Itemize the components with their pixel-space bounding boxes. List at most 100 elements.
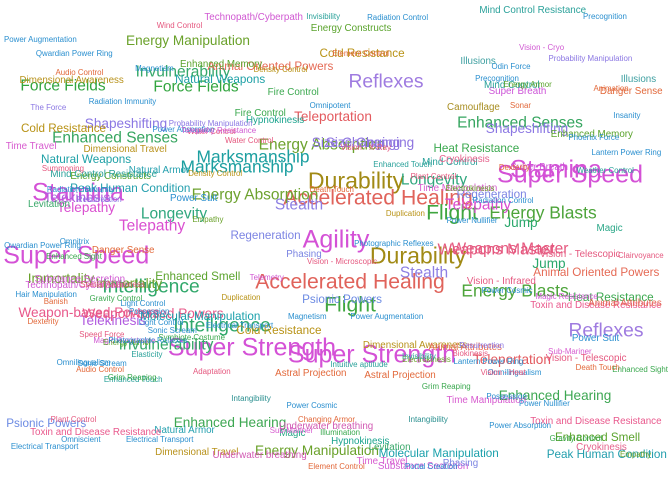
cloud-word: Animal Attributes xyxy=(428,341,502,353)
cloud-word: Phasing xyxy=(442,457,479,469)
cloud-word: Psionic Powers xyxy=(302,293,382,307)
cloud-word: Portal Creation xyxy=(404,461,458,471)
cloud-word: Regeneration xyxy=(230,229,301,243)
cloud-word: Wind Control xyxy=(156,20,203,30)
cloud-word: Cold Resistance xyxy=(236,323,322,337)
cloud-word: Precognition xyxy=(475,74,519,84)
cloud-word: Electrokinesis xyxy=(402,354,451,364)
cloud-word: Enhanced Touch xyxy=(103,374,163,384)
cloud-word: Toxin and Disease Resistance xyxy=(530,415,662,427)
cloud-word: Danger Sense xyxy=(91,245,155,257)
cloud-word: Size Changing xyxy=(311,135,401,151)
cloud-word: Stamina xyxy=(32,178,124,207)
cloud-word: Cryokinesis xyxy=(439,154,490,166)
cloud-word: Force Fields xyxy=(20,77,106,95)
cloud-word: Element Control xyxy=(332,48,389,58)
cloud-word: Banish xyxy=(43,297,68,307)
cloud-word: Density Control xyxy=(188,169,243,179)
cloud-word: Hypnokinesis xyxy=(245,114,305,126)
cloud-word: Odin Force xyxy=(491,62,531,72)
cloud-word: Technopath/Cyberpath xyxy=(25,279,125,291)
cloud-word: Shapeshifting xyxy=(84,116,168,132)
cloud-word: Invulnerability xyxy=(118,336,214,354)
cloud-word: Cold Resistance xyxy=(319,47,405,61)
cloud-word: Camouflage xyxy=(447,102,500,114)
cloud-word: Light Control xyxy=(138,318,184,328)
cloud-word: Reflexes xyxy=(348,71,424,93)
cloud-word: Jump xyxy=(532,256,566,272)
cloud-word: Reflexes xyxy=(568,320,644,342)
cloud-word: Power Cosmic xyxy=(481,285,533,295)
cloud-word: Weapon-based Powers xyxy=(82,306,224,322)
cloud-word: Heat Resistance xyxy=(433,142,520,156)
cloud-word: Elasticity xyxy=(131,349,163,359)
cloud-word: Energy Absorption xyxy=(258,136,386,154)
cloud-word: Magnetism xyxy=(135,64,174,74)
cloud-word: Power Nullifier xyxy=(518,398,570,408)
cloud-word: Enhanced Hearing xyxy=(498,388,612,404)
cloud-word: Sonic Scream xyxy=(147,325,197,335)
cloud-word: Enhanced Senses xyxy=(52,129,178,147)
cloud-word: Intuitive aptitude xyxy=(330,360,388,370)
cloud-word: Astral Projection xyxy=(364,370,436,382)
cloud-word: Durability xyxy=(369,242,467,269)
cloud-word: Vision - Telescopic xyxy=(539,249,621,261)
cloud-word: Mind Control Resistance xyxy=(479,5,587,17)
cloud-word: Intangibility xyxy=(408,415,448,425)
cloud-word: Super Breath xyxy=(510,161,568,173)
cloud-word: Biokinesis xyxy=(452,349,489,359)
cloud-word: Marksmanship xyxy=(180,156,294,177)
cloud-word: Qwardian Power Ring xyxy=(35,49,113,59)
cloud-word: Resurrection xyxy=(459,341,505,351)
cloud-word: Vision - X-Ray xyxy=(340,142,391,152)
cloud-word: Energy Absorption xyxy=(191,186,319,204)
cloud-word: Illusions xyxy=(460,56,496,68)
cloud-word: Density Control xyxy=(253,64,308,74)
cloud-word: Mind Control xyxy=(484,80,540,92)
cloud-word: Power Augmentation xyxy=(350,312,424,322)
cloud-word: Omniscient xyxy=(61,435,101,445)
cloud-word: Resurrection xyxy=(76,195,122,205)
cloud-word: Enhanced Touch xyxy=(373,160,432,170)
cloud-word: Vision - Heat xyxy=(480,367,526,377)
cloud-word: Intelligence xyxy=(102,276,200,298)
cloud-word: Omnitrix xyxy=(59,236,90,246)
cloud-word: Possession xyxy=(486,392,527,402)
cloud-word: Magic xyxy=(596,223,623,235)
cloud-word: Psionic Powers xyxy=(6,417,87,431)
cloud-word: Telekinesis xyxy=(43,190,111,206)
cloud-word: Duplication xyxy=(385,209,425,219)
cloud-word: Symbiote Costume xyxy=(158,333,225,343)
cloud-word: Energy Constructs xyxy=(70,170,151,182)
cloud-word: Substance Secretion xyxy=(34,273,126,285)
cloud-word: Gravity Control xyxy=(549,433,603,443)
cloud-word: Mind Control xyxy=(422,156,478,168)
cloud-word: Energy Blasts xyxy=(461,280,569,301)
cloud-word: Audio Control xyxy=(76,365,124,374)
cloud-word: Probability Manipulation xyxy=(548,53,633,63)
cloud-word: Stamina xyxy=(510,155,602,184)
cloud-word: Radiation Immunity xyxy=(88,96,157,106)
cloud-word: Danger Sense xyxy=(599,86,663,98)
cloud-word: Summoning xyxy=(41,163,84,173)
cloud-word: Levitation xyxy=(28,199,70,211)
cloud-word: Energy Blasts xyxy=(489,202,597,223)
cloud-word: Weather Control xyxy=(576,166,634,176)
cloud-word: Time Manipulation xyxy=(417,183,498,195)
cloud-word: Sub-Mariner xyxy=(548,347,592,357)
cloud-word: Enhanced Memory xyxy=(180,59,263,71)
cloud-word: Lantern Power Ring xyxy=(591,147,662,157)
cloud-word: Enhanced Sight xyxy=(612,364,668,374)
cloud-word: Time Travel xyxy=(5,141,57,153)
cloud-word: Phoenix Force xyxy=(568,132,620,142)
cloud-word: Grim Reaping xyxy=(107,373,157,383)
cloud-word: Force Fields xyxy=(153,78,239,96)
cloud-word: Energy Armor xyxy=(103,337,152,347)
cloud-word: Gravity Control xyxy=(89,294,143,304)
cloud-word: Power Absorption xyxy=(152,124,215,134)
cloud-word: Magic Resistance xyxy=(93,335,156,345)
cloud-word: Size Changing xyxy=(325,135,415,151)
cloud-word: Enhanced Smell xyxy=(155,270,241,284)
cloud-word: Invulnerability xyxy=(135,63,231,81)
cloud-word: Probability Manipulation xyxy=(168,119,253,129)
